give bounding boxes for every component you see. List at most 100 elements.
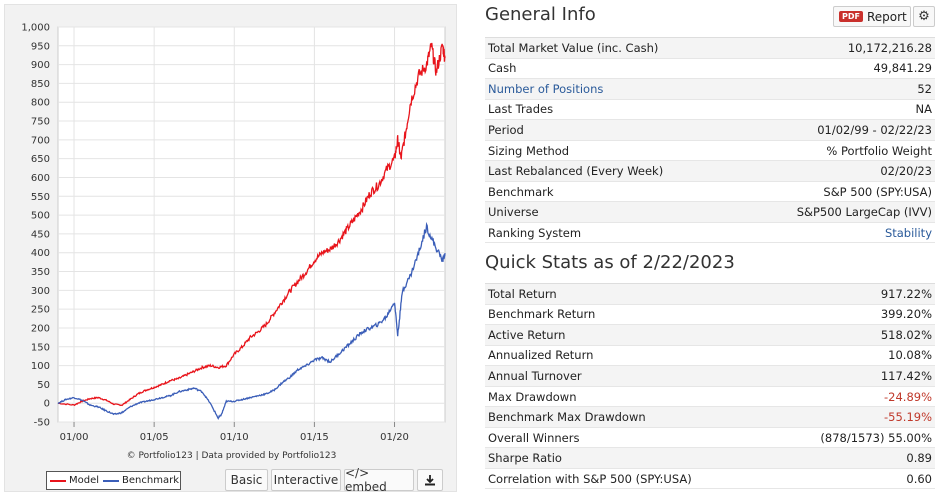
chart-legend: Model Benchmark: [46, 471, 181, 490]
y-tick-label: 600: [31, 173, 50, 184]
table-row: Annualized Return 10.08%: [485, 345, 935, 367]
embed-chart-button[interactable]: </> embed: [344, 466, 414, 494]
y-tick-label: 450: [31, 229, 50, 240]
settings-button[interactable]: ⚙: [913, 6, 935, 27]
row-label: Last Trades: [488, 102, 554, 117]
y-tick-label: 750: [31, 117, 50, 128]
table-row: Overall Winners (878/1573) 55.00%: [485, 427, 935, 449]
row-value: 02/20/23: [880, 164, 932, 179]
row-value: NA: [915, 102, 932, 117]
y-tick-label: -50: [34, 418, 50, 429]
row-value: 399.20%: [880, 307, 932, 322]
series-line-model: [57, 42, 446, 407]
legend-swatch-benchmark: [103, 479, 120, 482]
row-value: 10,172,216.28: [847, 40, 932, 55]
y-tick-label: 500: [31, 211, 50, 222]
y-tick-label: 950: [31, 41, 50, 52]
plot-area: [57, 26, 446, 423]
row-value: 117.42%: [880, 368, 932, 383]
row-label: Ranking System: [488, 225, 582, 240]
y-tick-label: 350: [31, 267, 50, 278]
row-label: Sizing Method: [488, 143, 570, 158]
general-info-title: General Info: [485, 4, 596, 25]
row-value: -24.89%: [884, 389, 932, 404]
row-label: Benchmark Return: [488, 307, 596, 322]
row-label: Correlation with S&P 500 (SPY:USA): [488, 471, 692, 486]
table-row: Benchmark Return 399.20%: [485, 304, 935, 326]
y-tick-label: 100: [31, 361, 50, 372]
row-value: 52: [917, 81, 932, 96]
row-value: % Portfolio Weight: [826, 143, 932, 158]
table-row: Total Market Value (inc. Cash) 10,172,216…: [485, 38, 935, 59]
row-label: Max Drawdown: [488, 389, 577, 404]
table-row: Number of Positions 52: [485, 79, 935, 100]
y-tick-label: 1,000: [21, 23, 50, 34]
x-tick-label: 01/20: [380, 432, 409, 443]
row-label: Period: [488, 122, 524, 137]
quick-stats-title: Quick Stats as of 2/22/2023: [485, 252, 735, 273]
x-tick-label: 01/10: [220, 432, 249, 443]
x-tick-label: 01/00: [60, 432, 89, 443]
legend-item-model[interactable]: Model: [50, 475, 99, 486]
y-tick-label: 50: [37, 380, 50, 391]
y-tick-label: 650: [31, 154, 50, 165]
y-tick-label: 800: [31, 98, 50, 109]
table-row: Sharpe Ratio 0.89: [485, 448, 935, 469]
legend-label-benchmark: Benchmark: [122, 475, 179, 486]
interactive-chart-button[interactable]: Interactive: [271, 469, 341, 491]
row-value: 0.60: [906, 471, 932, 486]
y-tick-label: 300: [31, 286, 50, 297]
table-row: Cash 49,841.29: [485, 58, 935, 80]
x-tick-label: 01/15: [300, 432, 329, 443]
table-row: Benchmark Max Drawdown -55.19%: [485, 407, 935, 428]
row-value: 49,841.29: [873, 61, 932, 76]
row-label: Total Return: [488, 286, 557, 301]
row-value: 518.02%: [880, 327, 932, 342]
table-row: Max Drawdown -24.89%: [485, 386, 935, 408]
table-row: Last Trades NA: [485, 99, 935, 121]
download-icon: [425, 475, 435, 486]
table-row: Universe S&P500 LargeCap (IVV): [485, 202, 935, 223]
y-tick-label: 400: [31, 248, 50, 259]
series-line-benchmark: [57, 221, 446, 420]
row-label: Last Rebalanced (Every Week): [488, 164, 664, 179]
table-row: Active Return 518.02%: [485, 325, 935, 346]
row-value: Stability: [884, 225, 932, 240]
row-value: 10.08%: [888, 348, 932, 363]
y-tick-label: 900: [31, 60, 50, 71]
chart-credit: © Portfolio123 | Data provided by Portfo…: [126, 451, 337, 461]
legend-item-benchmark[interactable]: Benchmark: [103, 475, 179, 486]
y-tick-label: 0: [44, 399, 50, 410]
pdf-icon: PDF: [839, 11, 863, 22]
pdf-report-button[interactable]: PDF Report: [833, 6, 911, 27]
performance-chart-panel: -50 0 50 100 150 200 250 300 350 400 450 500 550 600 6…: [4, 4, 457, 494]
table-row: Last Rebalanced (Every Week) 02/20/23: [485, 161, 935, 182]
download-button[interactable]: [417, 469, 443, 491]
table-row: Sizing Method % Portfolio Weight: [485, 140, 935, 162]
row-label: Benchmark Max Drawdown: [488, 410, 646, 425]
row-label: Total Market Value (inc. Cash): [488, 40, 659, 55]
row-label[interactable]: Number of Positions: [488, 81, 604, 96]
report-label: Report: [866, 9, 907, 24]
basic-chart-button[interactable]: Basic: [225, 469, 268, 491]
legend-swatch-model: [50, 479, 66, 482]
y-tick-label: 700: [31, 135, 50, 146]
quick-stats-table: Total Return 917.22% Benchmark Return 399.2…: [485, 283, 935, 490]
table-row: Period 01/02/99 - 02/22/23: [485, 120, 935, 141]
legend-label-model: Model: [69, 475, 100, 486]
row-label: Benchmark: [488, 184, 554, 199]
y-tick-label: 250: [31, 305, 50, 316]
y-tick-label: 850: [31, 79, 50, 90]
row-value: S&P500 LargeCap (IVV): [796, 205, 932, 220]
performance-chart: -50 0 50 100 150 200 250 300 350 400 450 500 550 600 6…: [21, 23, 446, 443]
row-label: Annualized Return: [488, 348, 594, 363]
table-row: Benchmark S&P 500 (SPY:USA): [485, 181, 935, 203]
row-label: Active Return: [488, 327, 566, 342]
table-row: Total Return 917.22%: [485, 284, 935, 305]
y-tick-label: 200: [31, 323, 50, 334]
general-info-table: Total Market Value (inc. Cash) 10,172,216…: [485, 37, 935, 244]
row-value: 917.22%: [880, 286, 932, 301]
row-value: (878/1573) 55.00%: [820, 430, 932, 445]
y-tick-label: 150: [31, 342, 50, 353]
row-label: Overall Winners: [488, 430, 580, 445]
